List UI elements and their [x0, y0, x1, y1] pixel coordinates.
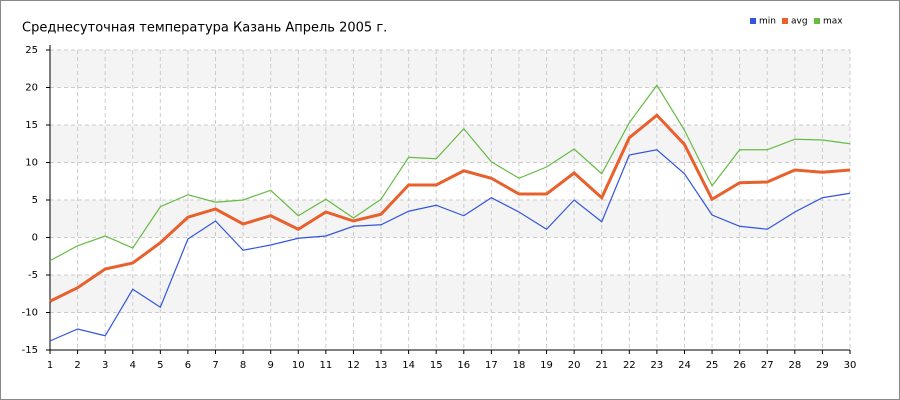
- x-tick-label: 23: [651, 360, 664, 371]
- x-tick-label: 26: [733, 360, 746, 371]
- x-tick-label: 16: [457, 360, 470, 371]
- x-tick-label: 17: [485, 360, 498, 371]
- y-tick-label: 20: [25, 83, 38, 94]
- y-tick-label: 25: [25, 45, 38, 56]
- x-tick-label: 12: [347, 360, 360, 371]
- x-tick-label: 1: [47, 360, 53, 371]
- x-tick-label: 5: [157, 360, 163, 371]
- legend-swatch: [750, 18, 756, 24]
- legend-label: max: [823, 17, 843, 27]
- x-tick-label: 30: [844, 360, 857, 371]
- x-tick-label: 11: [319, 360, 332, 371]
- x-tick-label: 13: [375, 360, 388, 371]
- x-tick-label: 3: [102, 360, 108, 371]
- y-tick-label: -10: [22, 308, 38, 319]
- x-tick-label: 19: [540, 360, 553, 371]
- y-tick-label: 5: [32, 195, 38, 206]
- x-tick-label: 29: [816, 360, 829, 371]
- legend-swatch: [814, 18, 820, 24]
- band: [50, 200, 850, 238]
- line-min: [49, 149, 851, 342]
- y-tick-label: -5: [28, 270, 38, 281]
- x-tick-label: 18: [513, 360, 526, 371]
- x-tick-label: 20: [568, 360, 581, 371]
- line-avg: [49, 113, 851, 303]
- x-tick-label: 7: [212, 360, 218, 371]
- x-tick-label: 2: [74, 360, 80, 371]
- y-tick-label: 0: [32, 233, 38, 244]
- x-tick-label: 24: [678, 360, 691, 371]
- x-tick-label: 8: [240, 360, 246, 371]
- band: [50, 50, 850, 88]
- x-tick-label: 4: [130, 360, 136, 371]
- legend-swatch: [782, 18, 788, 24]
- x-tick-label: 27: [761, 360, 774, 371]
- x-tick-label: 10: [292, 360, 305, 371]
- x-tick-label: 14: [402, 360, 415, 371]
- line-max: [49, 84, 851, 262]
- y-tick-label: -15: [22, 345, 38, 356]
- legend-label: avg: [791, 17, 808, 27]
- x-tick-label: 6: [185, 360, 191, 371]
- y-tick-label: 15: [25, 120, 38, 131]
- x-tick-label: 22: [623, 360, 636, 371]
- band: [50, 275, 850, 313]
- x-tick-label: 25: [706, 360, 719, 371]
- y-tick-label: 10: [25, 158, 38, 169]
- x-tick-label: 28: [788, 360, 801, 371]
- x-tick-label: 15: [430, 360, 443, 371]
- chart-title: Среднесуточная температура Казань Апрель…: [22, 21, 387, 36]
- x-tick-label: 21: [595, 360, 608, 371]
- legend-label: min: [759, 17, 776, 27]
- x-tick-label: 9: [268, 360, 274, 371]
